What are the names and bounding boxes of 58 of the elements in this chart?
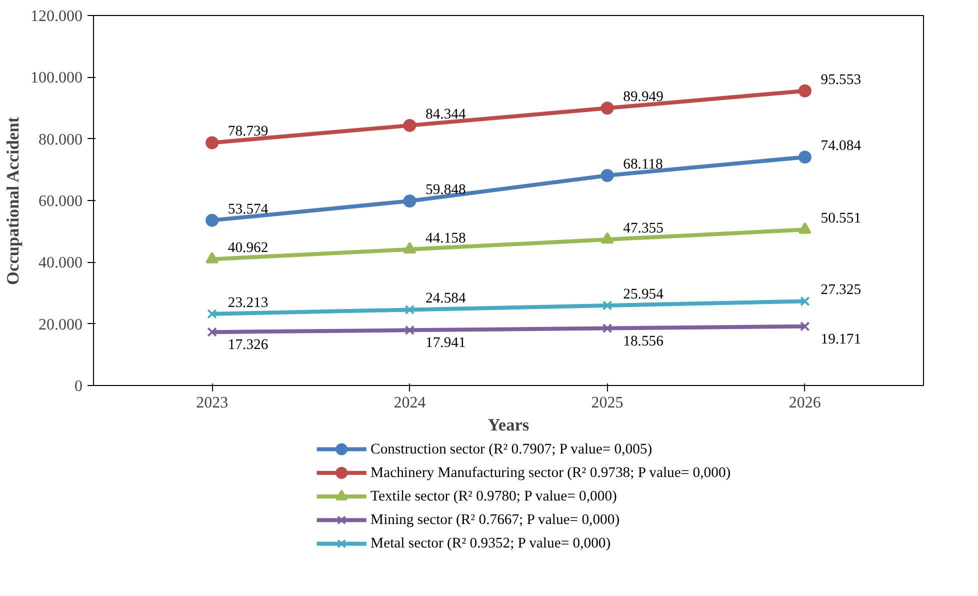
data-label: 89.949: [623, 89, 664, 106]
data-label: 24.584: [426, 290, 466, 307]
x-tick-label: 2026: [788, 394, 821, 412]
y-tick-label: 20.000: [38, 316, 82, 334]
point: [600, 102, 614, 115]
point: [207, 327, 217, 337]
data-label: 84.344: [426, 106, 466, 122]
x-tick-label: 2025: [591, 394, 624, 412]
y-tick-label: 0: [74, 378, 82, 395]
legend-label: Machinery Manufacturing sector (R² 0.9738; P value= 0,000): [370, 464, 731, 481]
data-label: 18.556: [623, 333, 664, 350]
point: [206, 252, 219, 264]
data-label: 47.355: [623, 220, 664, 236]
point: [206, 136, 219, 150]
point: [798, 150, 812, 164]
point: [600, 168, 614, 182]
legend-label: Construction sector (R² 0.7907; P value= 0,005): [370, 441, 652, 458]
data-label: 68.118: [623, 156, 663, 172]
data-label: 27.325: [820, 282, 862, 298]
y-tick-label: 80.000: [38, 131, 82, 148]
data-label: 17.941: [426, 335, 466, 352]
point: [404, 325, 415, 336]
point: [798, 84, 812, 98]
point: [404, 304, 415, 315]
y-tick-label: 100.000: [30, 70, 82, 87]
legend-label: Textile sector (R² 0.9780; P value= 0,000): [370, 488, 618, 504]
point: [602, 300, 612, 310]
data-label: 19.171: [820, 331, 862, 348]
point: [403, 118, 416, 132]
data-label: 74.084: [820, 138, 862, 154]
data-label: 59.848: [426, 182, 466, 198]
data-label: 95.553: [820, 72, 862, 88]
point: [206, 214, 219, 227]
point: [207, 309, 217, 319]
data-label: 44.158: [426, 230, 466, 246]
y-tick-label: 40.000: [38, 254, 82, 272]
point: [798, 222, 812, 234]
data-label: 17.326: [228, 337, 268, 354]
data-label: 53.574: [228, 201, 269, 218]
y-axis-title: Occupational Accident: [4, 116, 22, 285]
x-tick-label: 2024: [394, 394, 426, 412]
point: [800, 322, 810, 332]
data-label: 40.962: [228, 240, 268, 256]
legend-label: Mining sector (R² 0.7667; P value= 0,000): [370, 512, 620, 528]
point: [800, 296, 810, 306]
data-label: 50.551: [820, 210, 862, 227]
point: [403, 242, 416, 254]
y-tick-label: 120.000: [30, 8, 82, 25]
legend-label: Metal sector (R² 0.9352; P value= 0,000): [370, 536, 611, 552]
x-axis-title: Years: [488, 416, 530, 434]
y-tick-label: 60.000: [38, 193, 82, 210]
point: [403, 194, 416, 208]
x-tick-label: 2023: [196, 394, 228, 412]
data-label: 78.739: [228, 124, 268, 140]
point: [602, 323, 612, 334]
point: [600, 232, 614, 244]
data-label: 23.213: [228, 294, 268, 311]
data-label: 25.954: [623, 286, 664, 302]
